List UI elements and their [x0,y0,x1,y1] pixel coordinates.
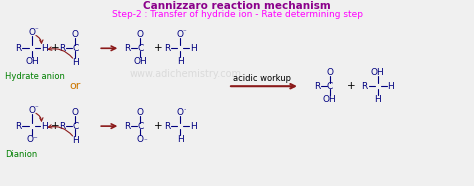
Text: H: H [72,58,79,67]
Text: +: + [51,43,60,53]
Text: H: H [190,44,196,53]
Text: O: O [29,106,36,115]
Text: R: R [15,122,22,131]
Text: O: O [29,28,36,37]
Text: H: H [374,95,381,104]
Text: R: R [164,44,170,53]
Text: O: O [137,30,144,39]
Text: Hydrate anion: Hydrate anion [6,72,65,81]
Text: H: H [177,135,183,144]
Text: H: H [41,44,48,53]
Text: C: C [137,122,143,131]
Text: www.adichemistry.com: www.adichemistry.com [129,69,241,79]
Text: O: O [177,108,183,117]
Text: R: R [362,82,368,91]
Text: Step-2 : Transfer of hydride ion - Rate determining step: Step-2 : Transfer of hydride ion - Rate … [111,10,363,19]
Text: O: O [72,108,79,117]
Text: OH: OH [323,95,337,104]
Text: H: H [72,136,79,145]
Text: O: O [177,30,183,39]
Text: ⁻: ⁻ [35,27,38,33]
Text: O: O [326,68,333,77]
Text: H: H [41,122,48,131]
Text: +: + [51,121,60,131]
Text: or: or [70,81,81,91]
Text: Cannizzaro reaction mechanism: Cannizzaro reaction mechanism [143,1,331,11]
Text: ⁻: ⁻ [35,105,38,111]
Text: +: + [154,121,163,131]
Text: OH: OH [371,68,384,77]
Text: ·: · [183,107,185,113]
Text: H: H [190,122,196,131]
Text: acidic workup: acidic workup [233,74,291,83]
Text: O: O [137,135,144,144]
Text: C: C [137,44,143,53]
Text: R: R [59,122,65,131]
Text: H: H [177,57,183,66]
Text: +: + [154,43,163,53]
Text: R: R [124,122,130,131]
Text: C: C [72,122,79,131]
Text: R: R [15,44,22,53]
Text: R: R [314,82,320,91]
Text: O: O [137,108,144,117]
Text: +: + [347,81,356,91]
Text: OH: OH [133,57,147,66]
Text: R: R [124,44,130,53]
Text: H: H [387,82,394,91]
Text: C: C [72,44,79,53]
Text: Dianion: Dianion [6,150,38,159]
Text: C: C [327,82,333,91]
Text: R: R [59,44,65,53]
Text: ⁻: ⁻ [182,29,186,35]
Text: O: O [72,30,79,39]
Text: R: R [164,122,170,131]
Text: ⁻: ⁻ [143,138,147,144]
Text: OH: OH [26,57,39,66]
Text: O⁻: O⁻ [27,135,38,144]
